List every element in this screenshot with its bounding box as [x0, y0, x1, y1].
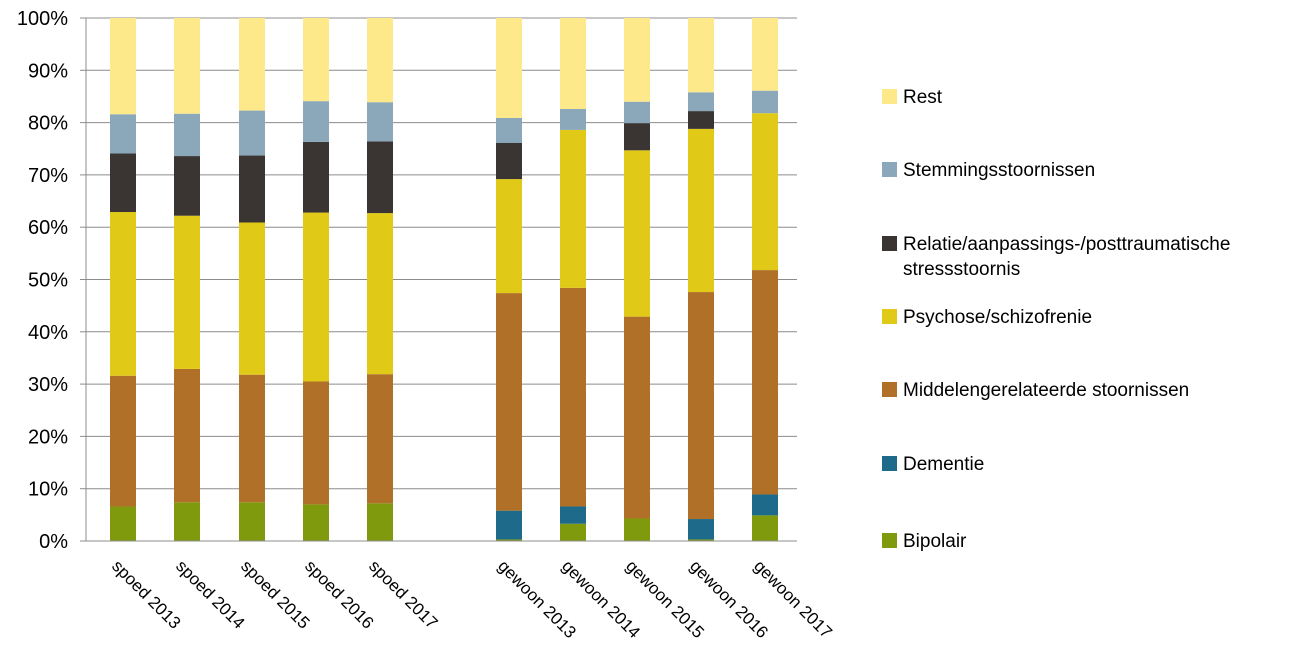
- y-tick-label: 30%: [28, 374, 68, 396]
- bar-segment: [367, 102, 393, 142]
- bar-segment: [560, 109, 586, 130]
- bar-segment: [367, 503, 393, 541]
- bar-segment: [367, 374, 393, 504]
- bar-segment: [303, 101, 329, 142]
- bar-segment: [110, 375, 136, 507]
- bar-segment: [752, 18, 778, 91]
- bar-segment: [239, 374, 265, 503]
- bar-segment: [239, 18, 265, 111]
- legend-swatch: [882, 89, 897, 104]
- bar-segment: [303, 381, 329, 505]
- bar-segment: [560, 506, 586, 524]
- bar-segment: [110, 153, 136, 213]
- bar-segment: [624, 18, 650, 102]
- bar-segment: [496, 510, 522, 540]
- bar-segment: [174, 113, 200, 157]
- y-tick-label: 10%: [28, 479, 68, 501]
- bar-segment: [688, 111, 714, 129]
- y-tick-label: 0%: [39, 531, 68, 553]
- bar-segment: [624, 101, 650, 124]
- bar-segment: [174, 215, 200, 369]
- bar-segment: [174, 156, 200, 216]
- bar-segment: [303, 18, 329, 102]
- y-tick-label: 80%: [28, 113, 68, 135]
- bar-segment: [239, 222, 265, 375]
- bar-segment: [688, 128, 714, 293]
- x-tick-label: spoed 2017: [365, 556, 441, 632]
- bar-segment: [367, 213, 393, 375]
- y-tick-label: 20%: [28, 426, 68, 448]
- bar-segment: [560, 523, 586, 541]
- bar-segment: [367, 18, 393, 103]
- bar-segment: [624, 518, 650, 541]
- bar-segment: [752, 113, 778, 271]
- bar-segment: [752, 515, 778, 541]
- y-tick-label: 70%: [28, 165, 68, 187]
- legend-label: Bipolair: [903, 531, 967, 552]
- bar-segment: [239, 155, 265, 223]
- bar-segment: [688, 292, 714, 520]
- legend-swatch: [882, 236, 897, 251]
- bar-segment: [110, 18, 136, 115]
- bar-segment: [110, 506, 136, 541]
- bar-segment: [367, 141, 393, 214]
- bar-segment: [688, 18, 714, 93]
- bar-segment: [174, 18, 200, 114]
- y-tick-label: 50%: [28, 270, 68, 292]
- bar-segment: [174, 502, 200, 541]
- legend-label: Middelengerelateerde stoornissen: [903, 380, 1189, 401]
- bar-segment: [110, 114, 136, 154]
- bar-segment: [496, 293, 522, 511]
- bar-segment: [303, 504, 329, 541]
- legend-label: Psychose/schizofrenie: [903, 307, 1092, 328]
- y-tick-label: 40%: [28, 322, 68, 344]
- bar-segment: [688, 92, 714, 112]
- bar-segment: [560, 287, 586, 507]
- bar-segment: [752, 90, 778, 114]
- bar-segment: [688, 519, 714, 540]
- bar-segment: [624, 316, 650, 519]
- legend-swatch: [882, 456, 897, 471]
- legend-swatch: [882, 162, 897, 177]
- bar-segment: [174, 368, 200, 503]
- y-tick-label: 60%: [28, 217, 68, 239]
- bar-segment: [496, 142, 522, 180]
- legend-swatch: [882, 533, 897, 548]
- legend-label: Relatie/aanpassings-/posttraumatische str…: [903, 234, 1230, 280]
- y-tick-label: 100%: [17, 8, 68, 30]
- bar-segment: [239, 110, 265, 156]
- bar-segment: [752, 270, 778, 495]
- legend-label: Dementie: [903, 454, 984, 475]
- bar-segment: [752, 494, 778, 516]
- bar-segment: [560, 129, 586, 288]
- legend-swatch: [882, 309, 897, 324]
- bar-segment: [239, 502, 265, 541]
- bar-segment: [303, 141, 329, 213]
- bar-segment: [496, 18, 522, 118]
- legend-label: Rest: [903, 87, 943, 108]
- bar-segment: [110, 212, 136, 376]
- x-tick-label: spoed 2014: [172, 556, 248, 632]
- bar-segment: [496, 117, 522, 143]
- legend-swatch: [882, 382, 897, 397]
- bar-segment: [496, 539, 522, 541]
- bar-segment: [624, 150, 650, 317]
- bar-segment: [560, 18, 586, 110]
- bar-segment: [496, 179, 522, 294]
- bar-segment: [624, 123, 650, 151]
- legend-label: Stemmingsstoornissen: [903, 160, 1095, 181]
- y-tick-label: 90%: [28, 60, 68, 82]
- bar-segment: [688, 539, 714, 541]
- bar-segment: [303, 212, 329, 382]
